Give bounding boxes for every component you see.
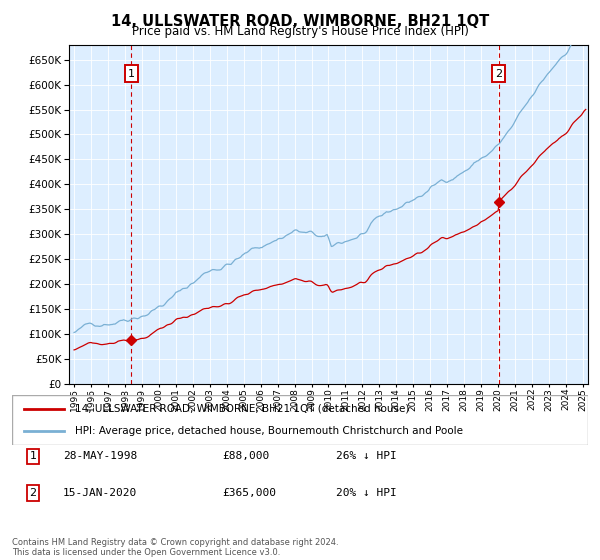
Text: Price paid vs. HM Land Registry's House Price Index (HPI): Price paid vs. HM Land Registry's House … (131, 25, 469, 38)
Text: Contains HM Land Registry data © Crown copyright and database right 2024.
This d: Contains HM Land Registry data © Crown c… (12, 538, 338, 557)
Text: 20% ↓ HPI: 20% ↓ HPI (336, 488, 397, 498)
Text: 28-MAY-1998: 28-MAY-1998 (63, 451, 137, 461)
Text: 26% ↓ HPI: 26% ↓ HPI (336, 451, 397, 461)
Text: 14, ULLSWATER ROAD, WIMBORNE, BH21 1QT (detached house): 14, ULLSWATER ROAD, WIMBORNE, BH21 1QT (… (76, 404, 410, 414)
Text: 1: 1 (29, 451, 37, 461)
Text: £365,000: £365,000 (222, 488, 276, 498)
Text: HPI: Average price, detached house, Bournemouth Christchurch and Poole: HPI: Average price, detached house, Bour… (76, 426, 463, 436)
Text: £88,000: £88,000 (222, 451, 269, 461)
Text: 1: 1 (128, 68, 135, 78)
Text: 15-JAN-2020: 15-JAN-2020 (63, 488, 137, 498)
Text: 2: 2 (29, 488, 37, 498)
Text: 14, ULLSWATER ROAD, WIMBORNE, BH21 1QT: 14, ULLSWATER ROAD, WIMBORNE, BH21 1QT (111, 14, 489, 29)
Text: 2: 2 (495, 68, 502, 78)
